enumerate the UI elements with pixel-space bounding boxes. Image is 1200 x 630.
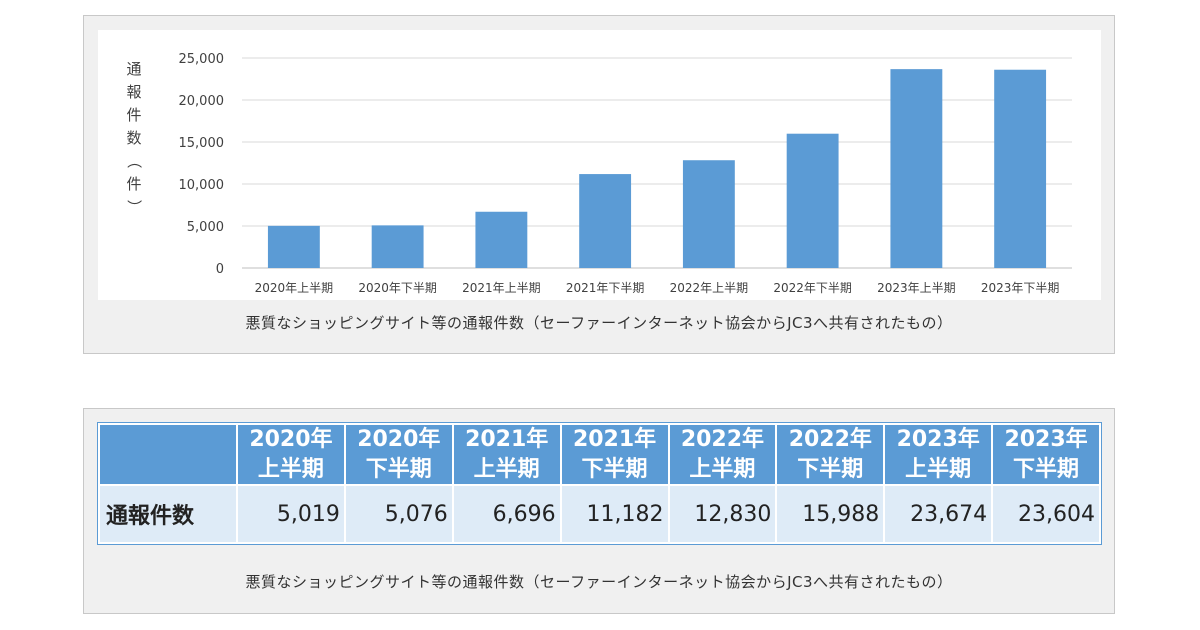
table-cell: 11,182 [559, 484, 670, 544]
bar [267, 225, 320, 268]
table-corner-cell [98, 422, 238, 487]
col-header: 2023年上半期 [883, 422, 994, 487]
col-header: 2021年上半期 [451, 422, 562, 487]
y-tick-label: 0 [216, 262, 224, 277]
col-header-half: 上半期 [257, 456, 324, 482]
col-header: 2020年上半期 [236, 422, 346, 487]
y-axis-label-char: 報 [126, 83, 141, 101]
table-cell: 15,988 [775, 484, 886, 544]
y-axis-label-char: （ [125, 153, 143, 168]
col-header-half: 下半期 [1013, 456, 1080, 482]
y-axis-label-char: 件 [126, 106, 141, 124]
table-cell: 5,019 [236, 484, 346, 544]
col-header-year: 2022年 [680, 427, 765, 452]
x-tick-label: 2023年上半期 [877, 281, 956, 295]
col-header-year: 2021年 [572, 427, 657, 452]
col-header: 2021年下半期 [559, 422, 670, 487]
x-tick-label: 2020年下半期 [358, 281, 437, 295]
table-cell: 6,696 [451, 484, 562, 544]
col-header: 2020年下半期 [343, 422, 454, 487]
y-axis-label-char: ） [125, 199, 143, 214]
bar-chart: 0 5,000 10,000 15,000 20,000 25,000 2020年上半期 20… [125, 52, 1072, 295]
bar [371, 225, 424, 268]
y-tick-label: 10,000 [179, 178, 225, 193]
col-header-year: 2020年 [357, 427, 441, 452]
table-cell: 12,830 [667, 484, 778, 544]
col-header: 2022年下半期 [775, 422, 886, 487]
y-axis-label-char: 数 [126, 129, 141, 147]
col-header-half: 上半期 [473, 456, 540, 482]
y-tick-label: 5,000 [187, 220, 224, 235]
y-tick-label: 20,000 [179, 94, 225, 109]
bar [475, 211, 528, 268]
col-header-half: 上半期 [905, 456, 972, 482]
y-tick-label: 25,000 [179, 52, 225, 67]
y-tick-label: 15,000 [179, 136, 225, 151]
x-tick-label: 2020年上半期 [255, 281, 334, 295]
col-header: 2022年上半期 [667, 422, 778, 487]
col-header: 2023年下半期 [991, 422, 1101, 487]
bar [579, 174, 632, 268]
table-cell: 5,076 [343, 484, 454, 544]
col-header-half: 上半期 [689, 456, 756, 482]
col-header-half: 下半期 [797, 456, 864, 482]
table-row: 通報件数 5,019 5,076 6,696 11,182 12,830 15,… [98, 484, 1101, 544]
col-header-year: 2023年 [896, 427, 980, 452]
chart-caption: 悪質なショッピングサイト等の通報件数（セーファーインターネット協会からJC3へ共… [245, 314, 953, 332]
table-cell: 23,674 [883, 484, 994, 544]
x-tick-label: 2021年下半期 [566, 281, 645, 295]
col-header-year: 2022年 [788, 427, 872, 452]
x-tick-label: 2023年下半期 [981, 281, 1060, 295]
y-axis-label-char: 件 [126, 175, 141, 193]
data-table: 2020年上半期 2020年下半期 2021年上半期 2021年下半期 2022… [98, 422, 1101, 544]
x-tick-label: 2022年下半期 [773, 281, 852, 295]
bar [786, 133, 839, 268]
col-header-year: 2020年 [249, 427, 333, 452]
col-header-half: 下半期 [581, 456, 648, 482]
table-header-row: 2020年上半期 2020年下半期 2021年上半期 2021年下半期 2022… [98, 422, 1101, 487]
bar [682, 160, 735, 268]
col-header-half: 下半期 [365, 456, 432, 482]
bar [890, 69, 943, 268]
x-tick-label: 2021年上半期 [462, 281, 541, 295]
chart-panel: 0 5,000 10,000 15,000 20,000 25,000 2020年上半期 20… [83, 15, 1115, 354]
y-axis-label-char: 通 [126, 60, 141, 78]
table-cell: 23,604 [991, 484, 1101, 544]
bar [994, 69, 1047, 268]
chart-area: 0 5,000 10,000 15,000 20,000 25,000 2020年上半期 20… [98, 30, 1101, 300]
table-caption: 悪質なショッピングサイト等の通報件数（セーファーインターネット協会からJC3へ共… [245, 573, 953, 591]
x-tick-label: 2022年上半期 [670, 281, 749, 295]
row-header: 通報件数 [98, 484, 238, 544]
table-panel: 2020年上半期 2020年下半期 2021年上半期 2021年下半期 2022… [83, 408, 1115, 614]
col-header-year: 2021年 [465, 427, 549, 452]
col-header-year: 2023年 [1004, 427, 1088, 452]
